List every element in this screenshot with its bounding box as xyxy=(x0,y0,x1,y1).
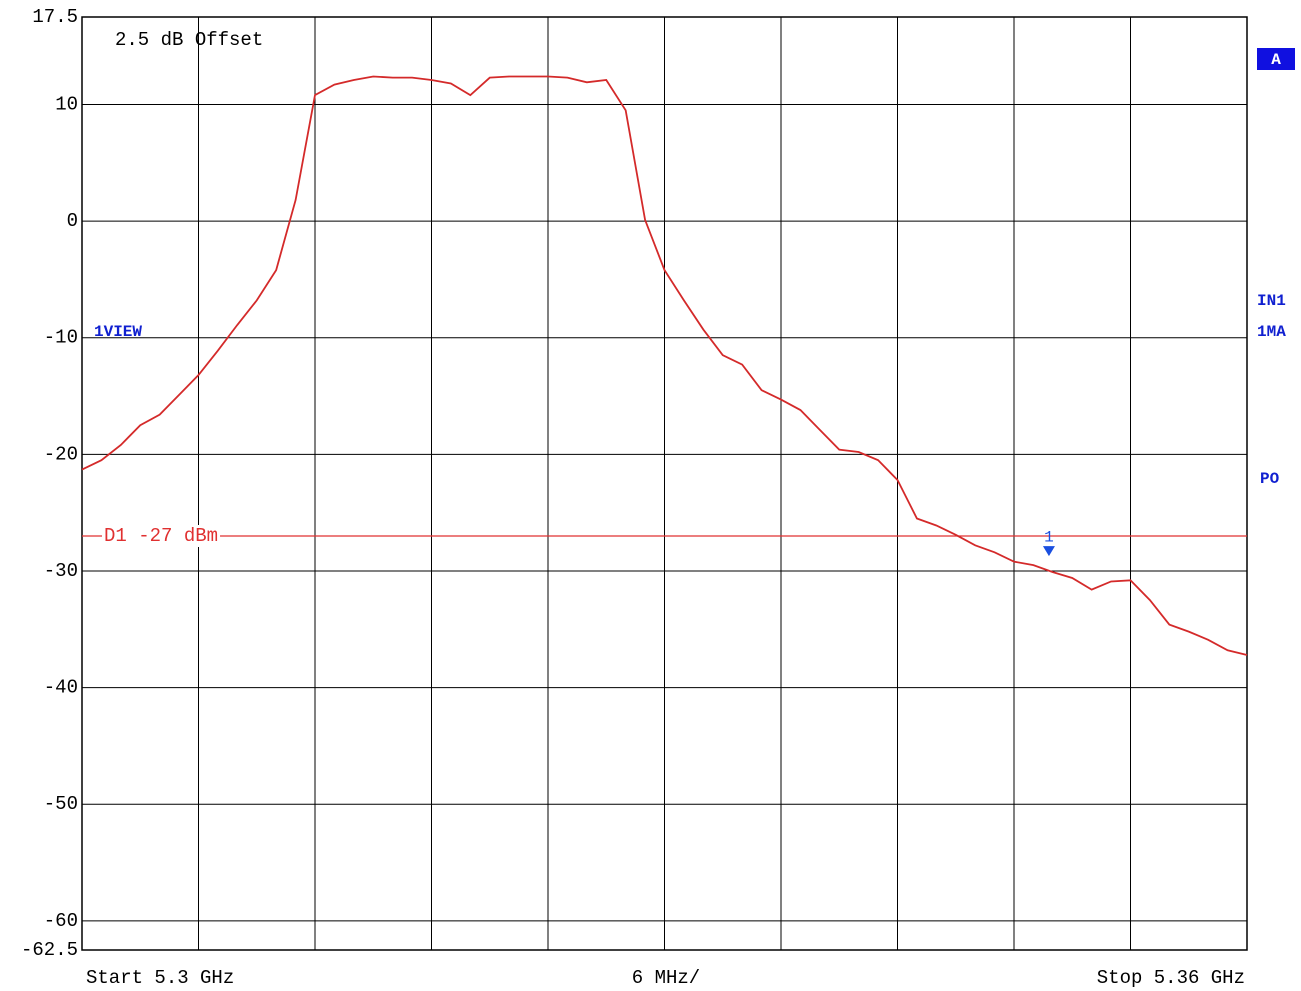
start-label: Start 5.3 GHz xyxy=(86,967,234,989)
marker xyxy=(1042,546,1055,557)
stop-label: Stop 5.36 GHz xyxy=(1097,967,1245,989)
span-label: 6 MHz/ xyxy=(632,967,700,989)
input-label: IN1 xyxy=(1257,292,1286,310)
trace-badge-label: A xyxy=(1271,51,1281,69)
y-tick-label: 10 xyxy=(55,93,78,115)
y-tick-label: -60 xyxy=(44,910,78,932)
display-line-label: D1 -27 dBm xyxy=(104,525,218,547)
view-label: 1VIEW xyxy=(94,323,142,341)
display-line-label-bg xyxy=(102,524,221,547)
y-tick-label: -20 xyxy=(44,443,78,465)
y-tick-label: -50 xyxy=(44,793,78,815)
y-tick-label: -10 xyxy=(44,327,78,349)
preamp-label: PO xyxy=(1260,470,1280,488)
y-tick-label: -40 xyxy=(44,677,78,699)
offset-label: 2.5 dB Offset xyxy=(115,29,263,51)
trace xyxy=(81,75,1248,656)
y-tick-label: 0 xyxy=(67,210,78,232)
trace-badge xyxy=(1257,48,1295,70)
y-tick-label: 17.5 xyxy=(32,6,78,28)
y-tick-label: -30 xyxy=(44,560,78,582)
y-tick-label: -62.5 xyxy=(21,939,78,961)
marker-label: 1 xyxy=(1044,528,1054,546)
mode-label: 1MA xyxy=(1257,323,1286,341)
